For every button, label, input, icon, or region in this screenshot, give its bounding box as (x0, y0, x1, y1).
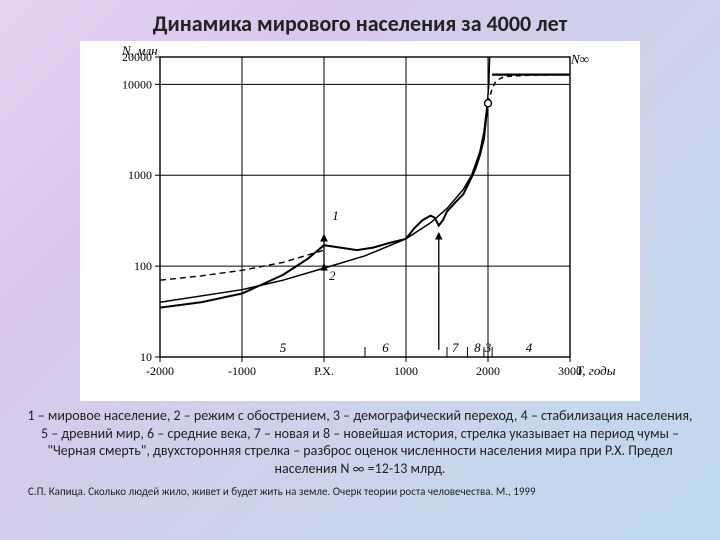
svg-text:10000: 10000 (122, 77, 152, 91)
svg-text:4: 4 (526, 340, 533, 355)
svg-text:2: 2 (329, 268, 336, 283)
svg-text:1: 1 (332, 208, 339, 223)
svg-text:8: 8 (474, 340, 481, 355)
svg-text:N, млн: N, млн (121, 43, 158, 58)
slide: Динамика мирового населения за 4000 лет … (0, 0, 720, 540)
svg-text:N∞: N∞ (570, 51, 589, 66)
svg-text:-1000: -1000 (228, 364, 256, 378)
svg-text:2000: 2000 (476, 364, 500, 378)
svg-text:1000: 1000 (128, 168, 152, 182)
chart-svg: -2000-1000Р.Х.10002000300010100100010000… (80, 41, 640, 401)
svg-text:5: 5 (280, 340, 287, 355)
slide-title: Динамика мирового населения за 4000 лет (153, 10, 568, 37)
chart-caption: 1 – мировое население, 2 – режим с обост… (0, 401, 720, 479)
source-citation: С.П. Капица. Сколько людей жило, живет и… (0, 479, 720, 498)
svg-text:1000: 1000 (394, 364, 418, 378)
svg-text:100: 100 (134, 259, 152, 273)
svg-text:7: 7 (452, 340, 459, 355)
svg-text:3: 3 (484, 340, 492, 355)
population-chart: -2000-1000Р.Х.10002000300010100100010000… (80, 41, 640, 401)
svg-text:T, годы: T, годы (576, 363, 616, 378)
svg-text:-2000: -2000 (146, 364, 174, 378)
svg-text:Р.Х.: Р.Х. (314, 364, 334, 378)
svg-text:10: 10 (140, 350, 152, 364)
svg-text:6: 6 (382, 340, 389, 355)
